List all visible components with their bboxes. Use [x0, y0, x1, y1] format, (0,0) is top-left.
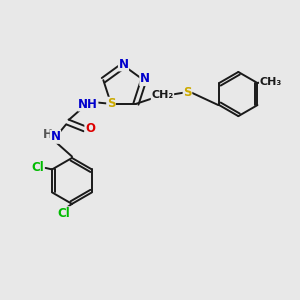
Text: S: S — [183, 86, 192, 99]
Text: S: S — [107, 97, 115, 110]
Text: N: N — [140, 73, 150, 85]
Text: CH₃: CH₃ — [260, 76, 282, 86]
Text: Cl: Cl — [57, 207, 70, 220]
Text: N: N — [118, 58, 128, 71]
Text: Cl: Cl — [31, 161, 44, 175]
Text: H: H — [43, 128, 53, 141]
Text: O: O — [85, 122, 95, 135]
Text: N: N — [50, 130, 61, 143]
Text: CH₂: CH₂ — [151, 90, 174, 100]
Text: NH: NH — [78, 98, 98, 111]
